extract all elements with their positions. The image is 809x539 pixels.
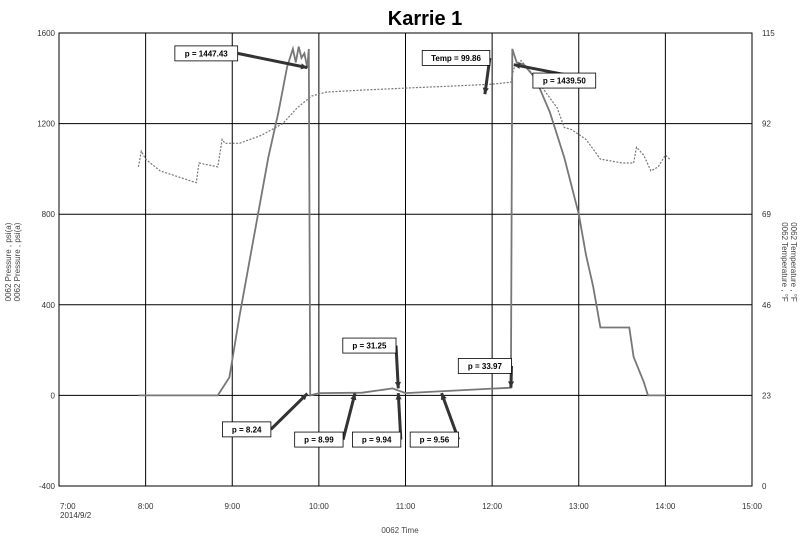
annotation-box <box>294 431 344 448</box>
annotation-arrow <box>341 392 357 440</box>
annotation: p = 8.99 <box>294 392 357 448</box>
annotation-arrowhead <box>513 62 521 69</box>
y-axis-left-label: 0062 Pressure , psi(a) 0062 Pressure , p… <box>4 222 22 301</box>
x-tick-label: 8:00 <box>138 502 154 511</box>
temperature-series-line <box>137 59 671 184</box>
annotation-arrowhead <box>395 393 402 400</box>
grid-lines <box>59 33 752 486</box>
y-right-tick-label: 23 <box>762 391 771 400</box>
annotation-arrowhead <box>300 63 308 70</box>
y-left-tick-label: 1600 <box>37 29 55 38</box>
y-left-tick-label: 0 <box>51 391 56 400</box>
y-right-tick-label: 92 <box>762 120 771 129</box>
y-left-tick-label: 400 <box>42 301 56 310</box>
annotation-label: p = 1439.50 <box>543 77 586 86</box>
annotation-label: p = 33.97 <box>468 362 503 371</box>
x-axis-label: 0062 Time <box>381 526 419 535</box>
y-axis-right-label-line-2: 0062 Temperature , °F <box>780 222 789 302</box>
tick-labels: 7:00 8:00 9:00 10:00 11:00 12:00 13:00 14:00 15:… <box>37 29 775 520</box>
annotation-box <box>174 45 239 62</box>
x-tick-label: 15:00 <box>742 502 763 511</box>
annotation: p = 1447.43 <box>174 45 308 70</box>
annotation-arrow <box>237 51 308 70</box>
annotation-box <box>457 358 512 374</box>
annotation-label: p = 9.56 <box>420 436 450 445</box>
y-axis-right-label-line-1: 0062 Temperature , °F <box>789 222 798 302</box>
annotation-box <box>222 421 272 438</box>
y-left-tick-label: 800 <box>42 210 56 219</box>
x-tick-label: 10:00 <box>309 502 330 511</box>
y-right-tick-label: 46 <box>762 301 771 310</box>
annotation-arrow <box>269 392 309 431</box>
y-right-tick-label: 69 <box>762 210 771 219</box>
x-tick-label: 11:00 <box>396 502 416 511</box>
chart-title: Karrie 1 <box>388 8 463 30</box>
annotation-label: p = 8.99 <box>304 436 334 445</box>
y-right-tick-label: 0 <box>762 482 767 491</box>
annotation-box <box>421 50 491 66</box>
annotation: Temp = 99.86 <box>421 50 492 95</box>
x-tick-label: 7:00 <box>60 502 76 511</box>
y-right-tick-label: 115 <box>762 29 775 38</box>
annotation: p = 33.97 <box>457 358 515 388</box>
annotation-box <box>342 337 397 354</box>
annotation: p = 9.94 <box>352 393 403 448</box>
x-date-label: 2014/9/2 <box>60 511 92 520</box>
annotation-arrowhead <box>508 381 515 388</box>
annotation-box <box>352 431 402 448</box>
annotation-label: p = 9.94 <box>362 436 392 445</box>
x-tick-label: 13:00 <box>569 502 590 511</box>
annotation-layer: p = 1447.43 Temp = 99.86 p = 1439.50 p = 8.… <box>174 45 597 448</box>
annotation-label: Temp = 99.86 <box>431 54 481 63</box>
pressure-series-line <box>138 45 666 397</box>
annotation-arrowhead <box>482 87 489 95</box>
annotation-label: p = 8.24 <box>232 425 262 434</box>
x-tick-label: 9:00 <box>224 502 240 511</box>
series-layer <box>137 45 671 397</box>
annotation-arrowhead <box>350 393 357 401</box>
y-axis-left-label-line-1: 0062 Pressure , psi(a) <box>4 222 13 301</box>
annotation-label: p = 1447.43 <box>185 49 228 58</box>
y-axis-right-label: 0062 Temperature , °F 0062 Temperature ,… <box>780 222 798 302</box>
annotation: p = 9.56 <box>409 392 460 448</box>
y-axis-left-label-line-2: 0062 Pressure , psi(a) <box>13 222 22 301</box>
annotation-arrowhead <box>300 393 308 401</box>
x-tick-label: 12:00 <box>482 502 503 511</box>
annotation-box <box>532 72 597 89</box>
annotation-box <box>409 431 459 448</box>
annotation: p = 8.24 <box>222 392 309 438</box>
y-left-tick-label: 1200 <box>37 120 55 129</box>
annotation-arrowhead <box>394 381 401 389</box>
annotation-arrowhead <box>440 393 447 401</box>
x-tick-label: 14:00 <box>655 502 676 511</box>
annotation: p = 1439.50 <box>513 62 597 89</box>
annotation-label: p = 31.25 <box>352 342 387 351</box>
annotation: p = 31.25 <box>342 337 401 389</box>
y-left-tick-label: -400 <box>39 482 56 491</box>
